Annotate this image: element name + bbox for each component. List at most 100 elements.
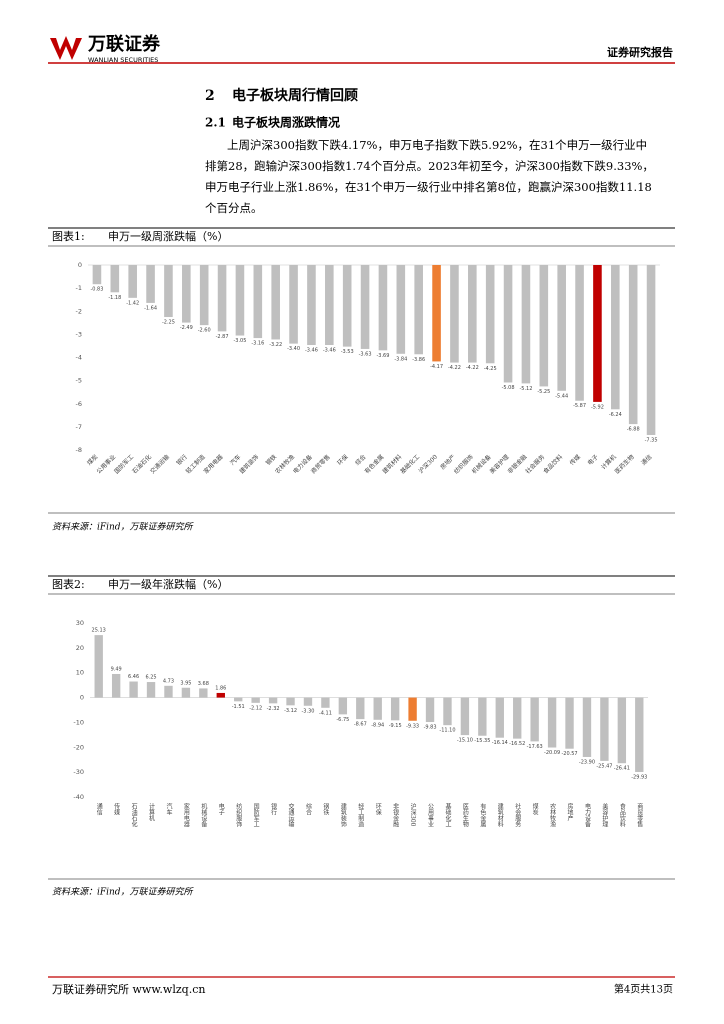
y-tick-label: -30 — [73, 768, 84, 776]
value-label: -8.94 — [371, 722, 384, 728]
value-label: -3.84 — [394, 356, 407, 362]
value-label: -1.18 — [108, 295, 121, 301]
bar — [611, 265, 620, 410]
value-label: -20.09 — [544, 750, 560, 756]
value-label: 3.68 — [198, 681, 209, 687]
value-label: -29.93 — [631, 774, 647, 780]
bar — [146, 682, 156, 698]
x-tick-label: 传媒 — [568, 453, 582, 467]
x-tick-label: 基础化工 — [444, 802, 451, 827]
bar — [432, 265, 441, 362]
y-tick-label: -20 — [73, 743, 84, 751]
x-tick-label: 综合 — [353, 453, 367, 467]
x-tick-label: 钢铁 — [264, 453, 278, 467]
x-tick-label: 房地产 — [566, 802, 573, 822]
bar — [565, 697, 574, 749]
x-tick-label: 医药生物 — [461, 803, 468, 828]
bar — [503, 265, 513, 383]
report-type: 证券研究报告 — [607, 45, 673, 59]
bar — [289, 265, 298, 344]
bar — [303, 697, 313, 706]
value-label: -16.52 — [509, 741, 525, 747]
value-label: -15.10 — [457, 738, 473, 744]
x-tick-label: 美容护理 — [601, 802, 608, 827]
x-tick-label: 银行 — [175, 453, 189, 467]
value-label: -1.51 — [232, 704, 245, 710]
value-label: -2.49 — [180, 325, 193, 331]
x-tick-label: 纺织服饰 — [235, 802, 242, 828]
bar — [129, 681, 138, 698]
bar — [460, 697, 470, 736]
bar — [443, 697, 452, 726]
subsection-title: 电子板块周涨跌情况 — [232, 115, 340, 130]
bar — [199, 265, 209, 326]
x-tick-label: 交通运输 — [148, 453, 171, 476]
value-label: 3.95 — [180, 680, 191, 686]
x-tick-label: 家用电器 — [182, 802, 189, 828]
y-tick-label: 0 — [80, 694, 84, 702]
value-label: -0.83 — [90, 287, 103, 293]
bar — [342, 265, 352, 347]
bar — [307, 265, 316, 346]
bar — [600, 697, 609, 761]
figure-title: 申万一级周涨跌幅（%） — [108, 229, 228, 243]
section-title: 电子板块周行情回顾 — [232, 87, 358, 104]
x-tick-label: 通信 — [95, 802, 102, 816]
paragraph-line: 上周沪深300指数下跌4.17%，申万电子指数下跌5.92%，在31个申万一级行… — [227, 138, 648, 152]
bar — [325, 265, 334, 346]
value-label: -17.63 — [527, 744, 543, 750]
x-tick-label: 汽车 — [165, 802, 172, 816]
value-label: 9.49 — [111, 666, 122, 672]
value-label: -5.25 — [537, 389, 550, 395]
x-tick-label: 机械设备 — [200, 802, 207, 828]
figure-label: 图表1: — [52, 229, 85, 243]
y-tick-label: -5 — [76, 377, 82, 385]
bar — [360, 265, 370, 349]
x-tick-label: 汽车 — [228, 453, 242, 467]
x-tick-label: 食品饮料 — [618, 802, 625, 828]
value-label: -2.87 — [216, 334, 229, 340]
x-tick-label: 建筑材料 — [496, 802, 503, 828]
value-label: -5.44 — [555, 393, 568, 399]
value-label: -2.12 — [249, 705, 262, 711]
value-label: 1.86 — [215, 685, 226, 691]
bar — [111, 673, 121, 698]
subsection-number: 2.1 — [205, 116, 226, 130]
paragraph-line: 排第28，跑输沪深300指数1.74个百分点。2023年初至今，沪深300指数下… — [205, 159, 654, 173]
value-label: -3.40 — [287, 346, 300, 352]
bar — [164, 685, 173, 698]
y-tick-label: -4 — [76, 354, 82, 362]
value-label: -4.17 — [430, 364, 443, 370]
value-label: -5.08 — [502, 385, 515, 391]
x-tick-label: 国防军工 — [252, 803, 259, 827]
x-tick-label: 非银金融 — [392, 802, 399, 828]
value-label: -11.10 — [439, 728, 455, 734]
x-tick-label: 电力设备 — [583, 802, 590, 828]
bar — [94, 635, 103, 698]
value-label: 25.13 — [92, 628, 106, 634]
bar — [338, 697, 348, 715]
value-label: -4.25 — [484, 366, 497, 372]
bar — [547, 697, 557, 748]
value-label: -6.75 — [336, 717, 349, 723]
bar — [425, 697, 435, 723]
value-label: -3.86 — [412, 357, 425, 363]
y-tick-label: -2 — [76, 307, 82, 315]
footer-left: 万联证券研究所 www.wlzq.cn — [52, 982, 205, 996]
bar — [646, 265, 656, 435]
x-tick-label: 农林牧渔 — [549, 802, 556, 828]
bar — [378, 265, 388, 351]
logo-mark — [50, 36, 82, 60]
y-tick-label: -6 — [76, 400, 82, 408]
value-label: -2.32 — [267, 706, 280, 712]
value-label: 6.46 — [128, 674, 139, 680]
value-label: -16.14 — [492, 740, 508, 746]
value-label: -5.12 — [519, 386, 532, 392]
footer-right: 第4页共13页 — [614, 983, 673, 996]
value-label: -8.67 — [354, 722, 367, 728]
value-label: -2.60 — [198, 328, 211, 334]
bar — [557, 265, 566, 391]
bar — [271, 265, 280, 340]
x-tick-label: 轻工制造 — [357, 802, 364, 828]
